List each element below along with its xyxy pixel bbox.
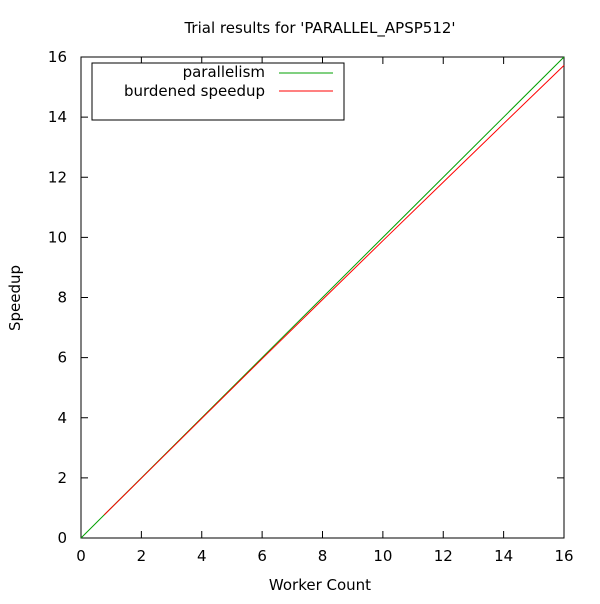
chart-title: Trial results for 'PARALLEL_APSP512' — [183, 19, 455, 38]
x-tick-label: 16 — [554, 547, 573, 565]
x-tick-label: 14 — [494, 547, 513, 565]
legend-label-burdened-speedup: burdened speedup — [124, 82, 265, 100]
legend-label-parallelism: parallelism — [183, 63, 265, 81]
x-tick-label: 6 — [257, 547, 267, 565]
x-tick-label: 2 — [137, 547, 147, 565]
series-line-burdened-speedup — [103, 65, 565, 516]
y-tick-label: 0 — [57, 529, 67, 547]
y-tick-label: 8 — [57, 289, 67, 307]
y-tick-label: 12 — [48, 168, 67, 186]
y-axis-label: Speedup — [6, 265, 24, 331]
y-tick-label: 4 — [57, 409, 67, 427]
x-tick-label: 0 — [76, 547, 86, 565]
x-tick-label: 4 — [197, 547, 207, 565]
y-tick-label: 2 — [57, 469, 67, 487]
y-tick-label: 16 — [48, 48, 67, 66]
legend: parallelism burdened speedup — [91, 62, 345, 121]
y-tick-label: 6 — [57, 349, 67, 367]
x-axis-ticks: 0 2 4 6 8 10 12 14 16 — [76, 57, 574, 565]
series-lines — [80, 56, 565, 539]
y-axis-ticks: 0 2 4 6 8 10 12 14 16 — [48, 48, 564, 547]
y-tick-label: 10 — [48, 228, 67, 246]
x-tick-label: 8 — [318, 547, 328, 565]
x-axis-label: Worker Count — [269, 576, 371, 594]
x-tick-label: 10 — [373, 547, 392, 565]
x-tick-label: 12 — [434, 547, 453, 565]
y-tick-label: 14 — [48, 108, 67, 126]
